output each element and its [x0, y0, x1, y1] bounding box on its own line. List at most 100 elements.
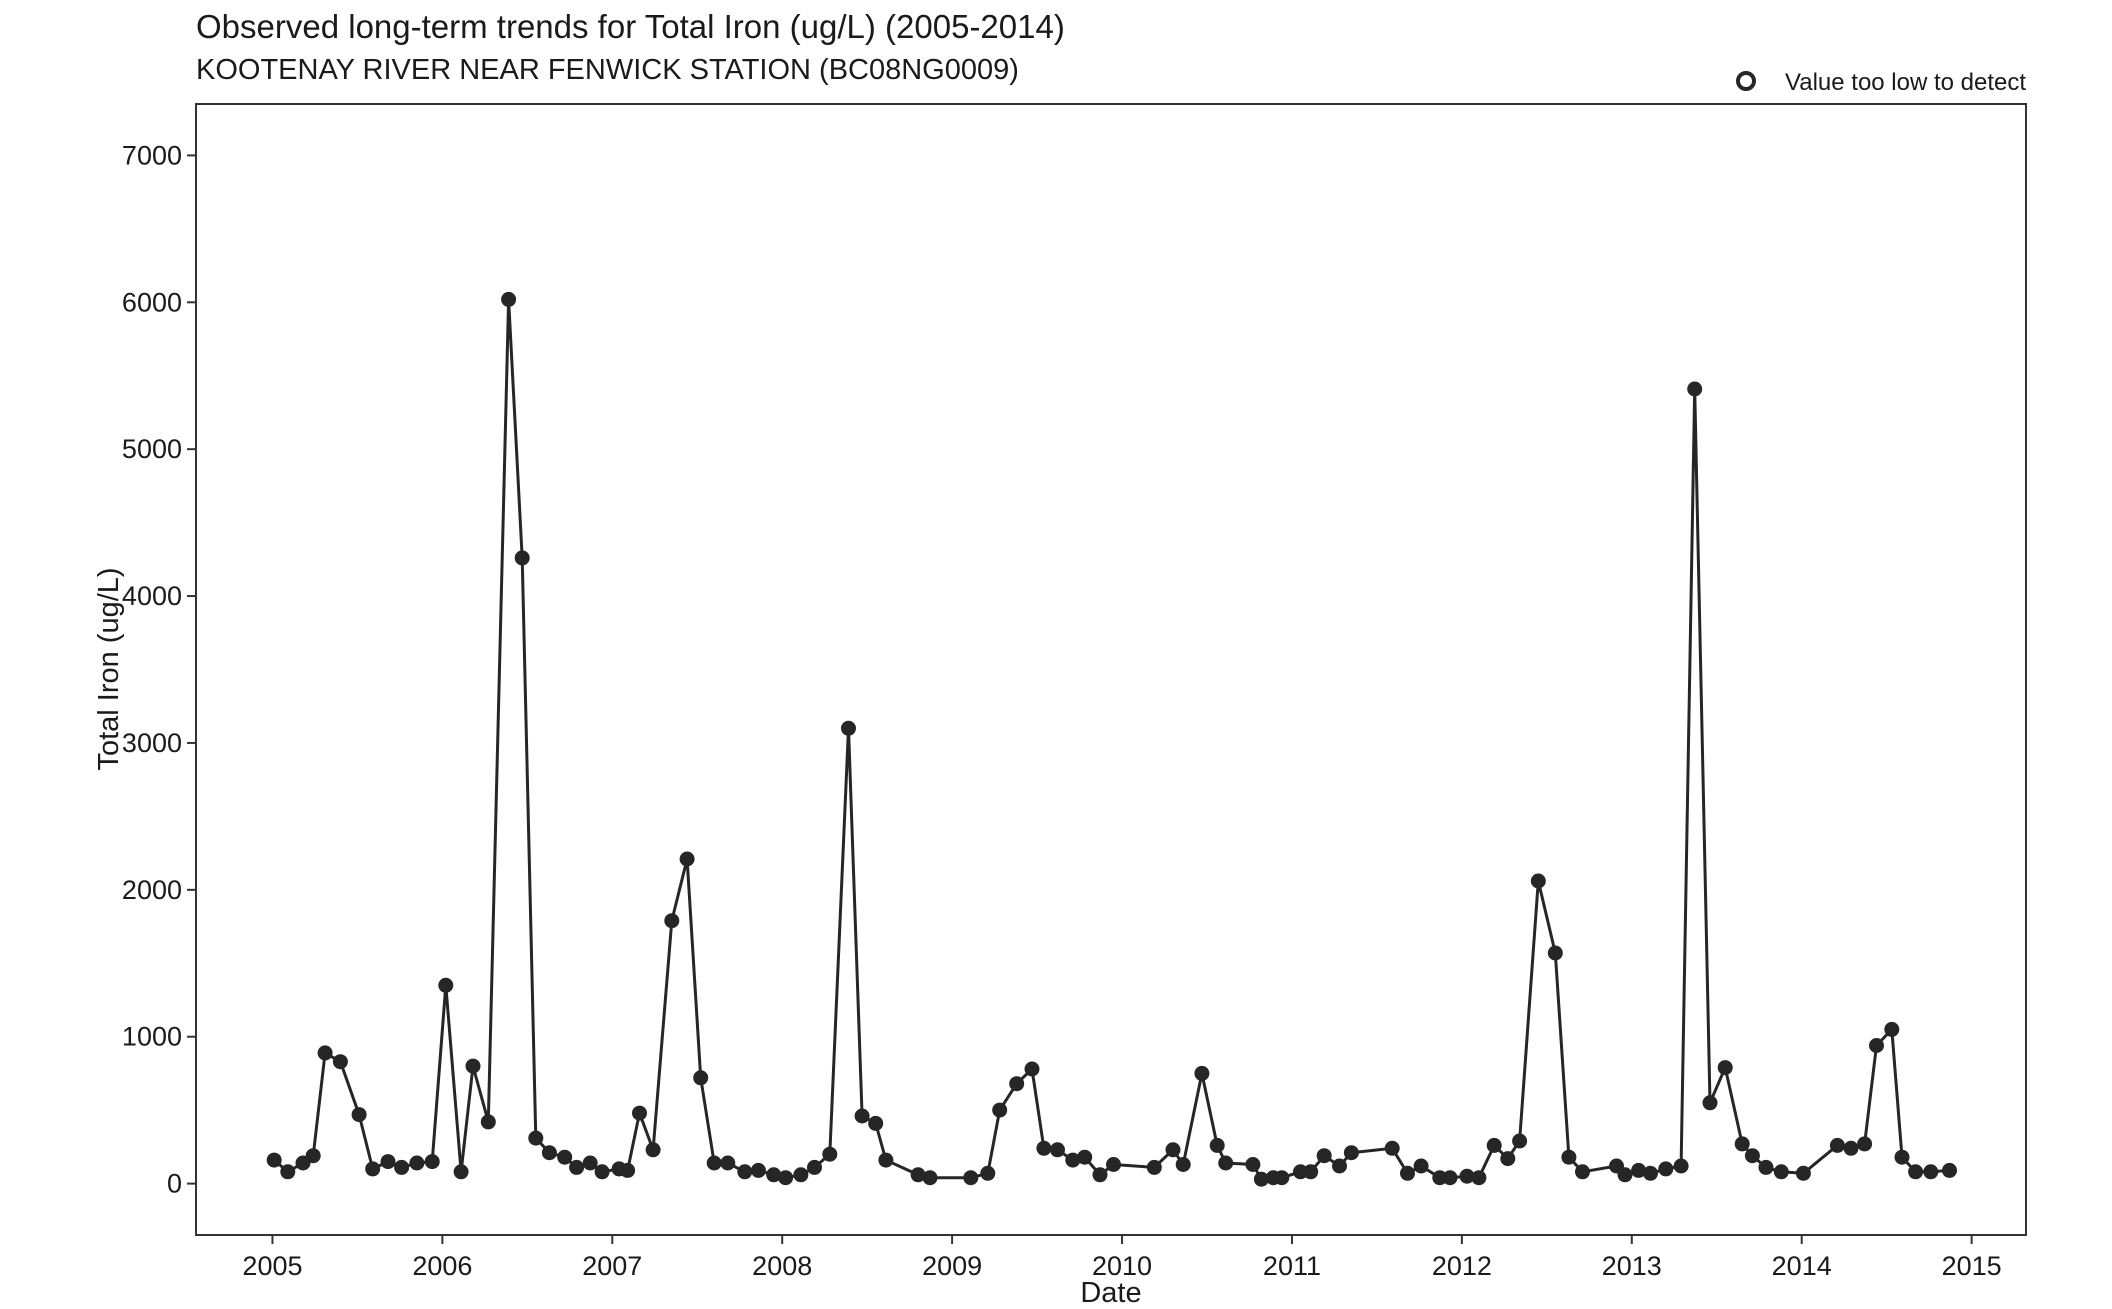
data-point	[1734, 1136, 1750, 1152]
data-point	[1547, 945, 1563, 961]
data-point	[1829, 1137, 1845, 1153]
data-point	[1253, 1171, 1269, 1187]
data-point	[980, 1165, 996, 1181]
data-point	[693, 1070, 709, 1086]
data-point	[1530, 873, 1546, 889]
data-point	[1617, 1167, 1633, 1183]
data-point	[1194, 1065, 1210, 1081]
data-point	[409, 1155, 425, 1171]
data-point	[706, 1155, 722, 1171]
y-tick-label: 1000	[122, 1022, 182, 1052]
data-point	[1500, 1151, 1516, 1167]
data-point	[1673, 1158, 1689, 1174]
data-point	[1303, 1164, 1319, 1180]
y-tick-label: 4000	[122, 581, 182, 611]
data-point	[720, 1155, 736, 1171]
data-point	[778, 1170, 794, 1186]
data-point	[1758, 1159, 1774, 1175]
data-point	[266, 1152, 282, 1168]
data-point	[750, 1162, 766, 1178]
data-point	[1400, 1165, 1415, 1181]
data-point	[1773, 1164, 1789, 1180]
data-point	[1869, 1038, 1884, 1053]
y-tick-label: 0	[167, 1169, 182, 1199]
data-point	[394, 1159, 410, 1175]
x-tick-label: 2015	[1942, 1251, 2002, 1281]
data-point	[1923, 1164, 1939, 1180]
data-point	[1316, 1148, 1332, 1164]
data-point	[1024, 1061, 1040, 1077]
data-point	[1843, 1140, 1859, 1156]
legend-label: Value too low to detect	[1785, 69, 2026, 96]
data-point	[679, 851, 695, 867]
data-point	[1009, 1076, 1025, 1092]
data-points	[266, 291, 1957, 1187]
data-point	[1702, 1095, 1718, 1111]
data-point	[1209, 1137, 1225, 1153]
data-point	[1717, 1060, 1733, 1076]
data-point	[1106, 1157, 1121, 1172]
plot-panel	[195, 103, 2027, 1236]
data-point	[541, 1145, 557, 1161]
data-point	[280, 1164, 296, 1180]
y-axis-title: Total Iron (ug/L)	[93, 567, 125, 770]
data-point	[582, 1155, 598, 1171]
data-point	[868, 1115, 884, 1131]
data-point	[807, 1159, 822, 1175]
data-point	[1384, 1140, 1400, 1156]
data-point	[351, 1107, 367, 1123]
data-point	[1575, 1164, 1590, 1180]
data-point	[453, 1164, 469, 1180]
data-point	[1908, 1164, 1924, 1180]
chart-subtitle: KOOTENAY RIVER NEAR FENWICK STATION (BC0…	[196, 54, 1019, 86]
data-point	[424, 1154, 440, 1170]
y-axis: 0 1000 2000 3000 4000 5000 6000 7000	[122, 140, 196, 1199]
x-tick-label: 2013	[1602, 1251, 1662, 1281]
data-point	[1175, 1157, 1191, 1172]
data-point	[1744, 1148, 1760, 1164]
data-point	[1065, 1152, 1081, 1168]
data-point	[664, 913, 680, 929]
x-tick-label: 2014	[1772, 1251, 1832, 1281]
data-point	[1687, 381, 1703, 397]
data-point	[1795, 1165, 1811, 1181]
data-point	[569, 1159, 585, 1175]
data-point	[1077, 1149, 1093, 1165]
data-point	[841, 720, 856, 736]
data-point	[1884, 1021, 1900, 1037]
data-point	[878, 1152, 894, 1168]
data-point	[992, 1102, 1008, 1118]
y-tick-label: 6000	[122, 287, 182, 317]
x-tick-label: 2008	[752, 1251, 812, 1281]
data-point	[1459, 1168, 1475, 1184]
data-point	[645, 1142, 661, 1158]
data-point	[737, 1164, 753, 1180]
x-tick-label: 2009	[922, 1251, 982, 1281]
data-point	[305, 1148, 321, 1164]
data-point	[822, 1146, 838, 1162]
data-point	[1857, 1136, 1873, 1152]
x-tick-label: 2006	[412, 1251, 472, 1281]
data-point	[910, 1167, 926, 1183]
data-point	[528, 1130, 544, 1146]
data-point	[1218, 1155, 1234, 1171]
legend-open-circle-marker	[1736, 71, 1756, 91]
data-point	[557, 1149, 573, 1165]
data-point	[1274, 1170, 1290, 1186]
data-point	[1413, 1158, 1429, 1174]
data-point	[1146, 1159, 1162, 1175]
data-point	[1643, 1165, 1658, 1181]
chart-title: Observed long-term trends for Total Iron…	[196, 8, 1065, 45]
data-point	[1658, 1161, 1674, 1177]
data-point	[317, 1045, 333, 1061]
data-point	[1442, 1170, 1458, 1186]
data-point	[1245, 1157, 1261, 1172]
x-axis-title: Date	[1080, 1277, 1141, 1309]
data-point	[766, 1167, 782, 1183]
data-point	[465, 1058, 481, 1074]
data-point	[854, 1108, 870, 1124]
data-point	[1471, 1170, 1487, 1186]
x-tick-label: 2011	[1263, 1251, 1321, 1281]
data-point	[963, 1170, 979, 1186]
